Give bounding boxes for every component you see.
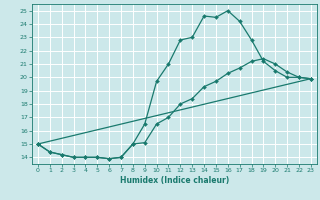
- X-axis label: Humidex (Indice chaleur): Humidex (Indice chaleur): [120, 176, 229, 185]
